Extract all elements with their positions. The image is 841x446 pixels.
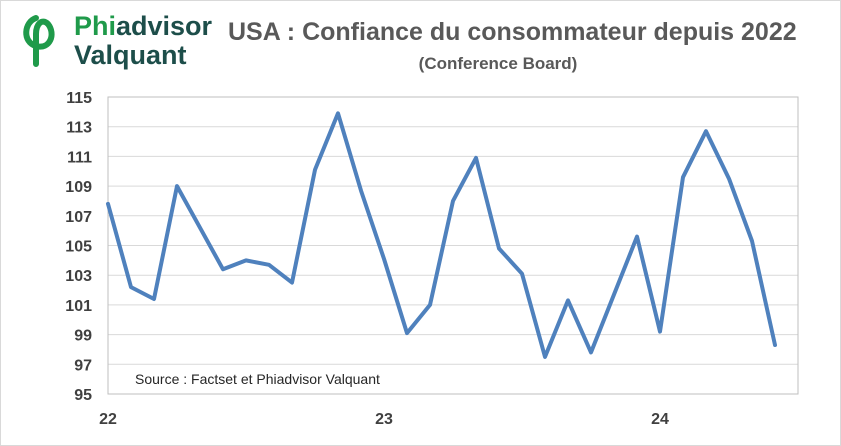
y-tick-label: 109	[65, 179, 92, 196]
logo-wordmark: Phiadvisor Valquant	[74, 12, 212, 70]
source-note: Source : Factset et Phiadvisor Valquant	[135, 371, 380, 387]
series-line-consumer-confidence	[106, 111, 777, 359]
y-tick-label: 95	[74, 387, 92, 404]
y-tick-label: 107	[65, 209, 92, 226]
y-tick-label: 113	[66, 120, 92, 137]
y-tick-label: 101	[65, 298, 92, 315]
logo-word-phi: Phi	[74, 11, 117, 41]
y-axis-labels: 95 97 99 101 103 105 107 109 111 113 115	[65, 90, 92, 404]
y-tick-label: 115	[66, 90, 92, 107]
y-tick-label: 99	[74, 328, 92, 345]
x-axis-labels: 22 23 24	[99, 411, 669, 428]
y-tick-label: 105	[65, 239, 92, 256]
chart-title: USA : Confiance du consommateur depuis 2…	[228, 18, 797, 46]
logo-word-advisor: advisor	[116, 11, 213, 41]
y-tick-label: 97	[74, 357, 92, 374]
logo-word-valquant: Valquant	[74, 40, 187, 70]
x-tick-label: 22	[99, 411, 117, 428]
plot-area-border	[107, 96, 799, 395]
y-tick-label: 111	[67, 149, 92, 166]
y-tick-label: 103	[65, 268, 92, 285]
chart-subtitle: (Conference Board)	[418, 54, 578, 73]
x-tick-label: 23	[375, 411, 393, 428]
brand-logo: Phiadvisor Valquant	[14, 12, 224, 74]
phiadvisor-logo-icon	[23, 15, 55, 67]
x-tick-label: 24	[651, 411, 669, 428]
